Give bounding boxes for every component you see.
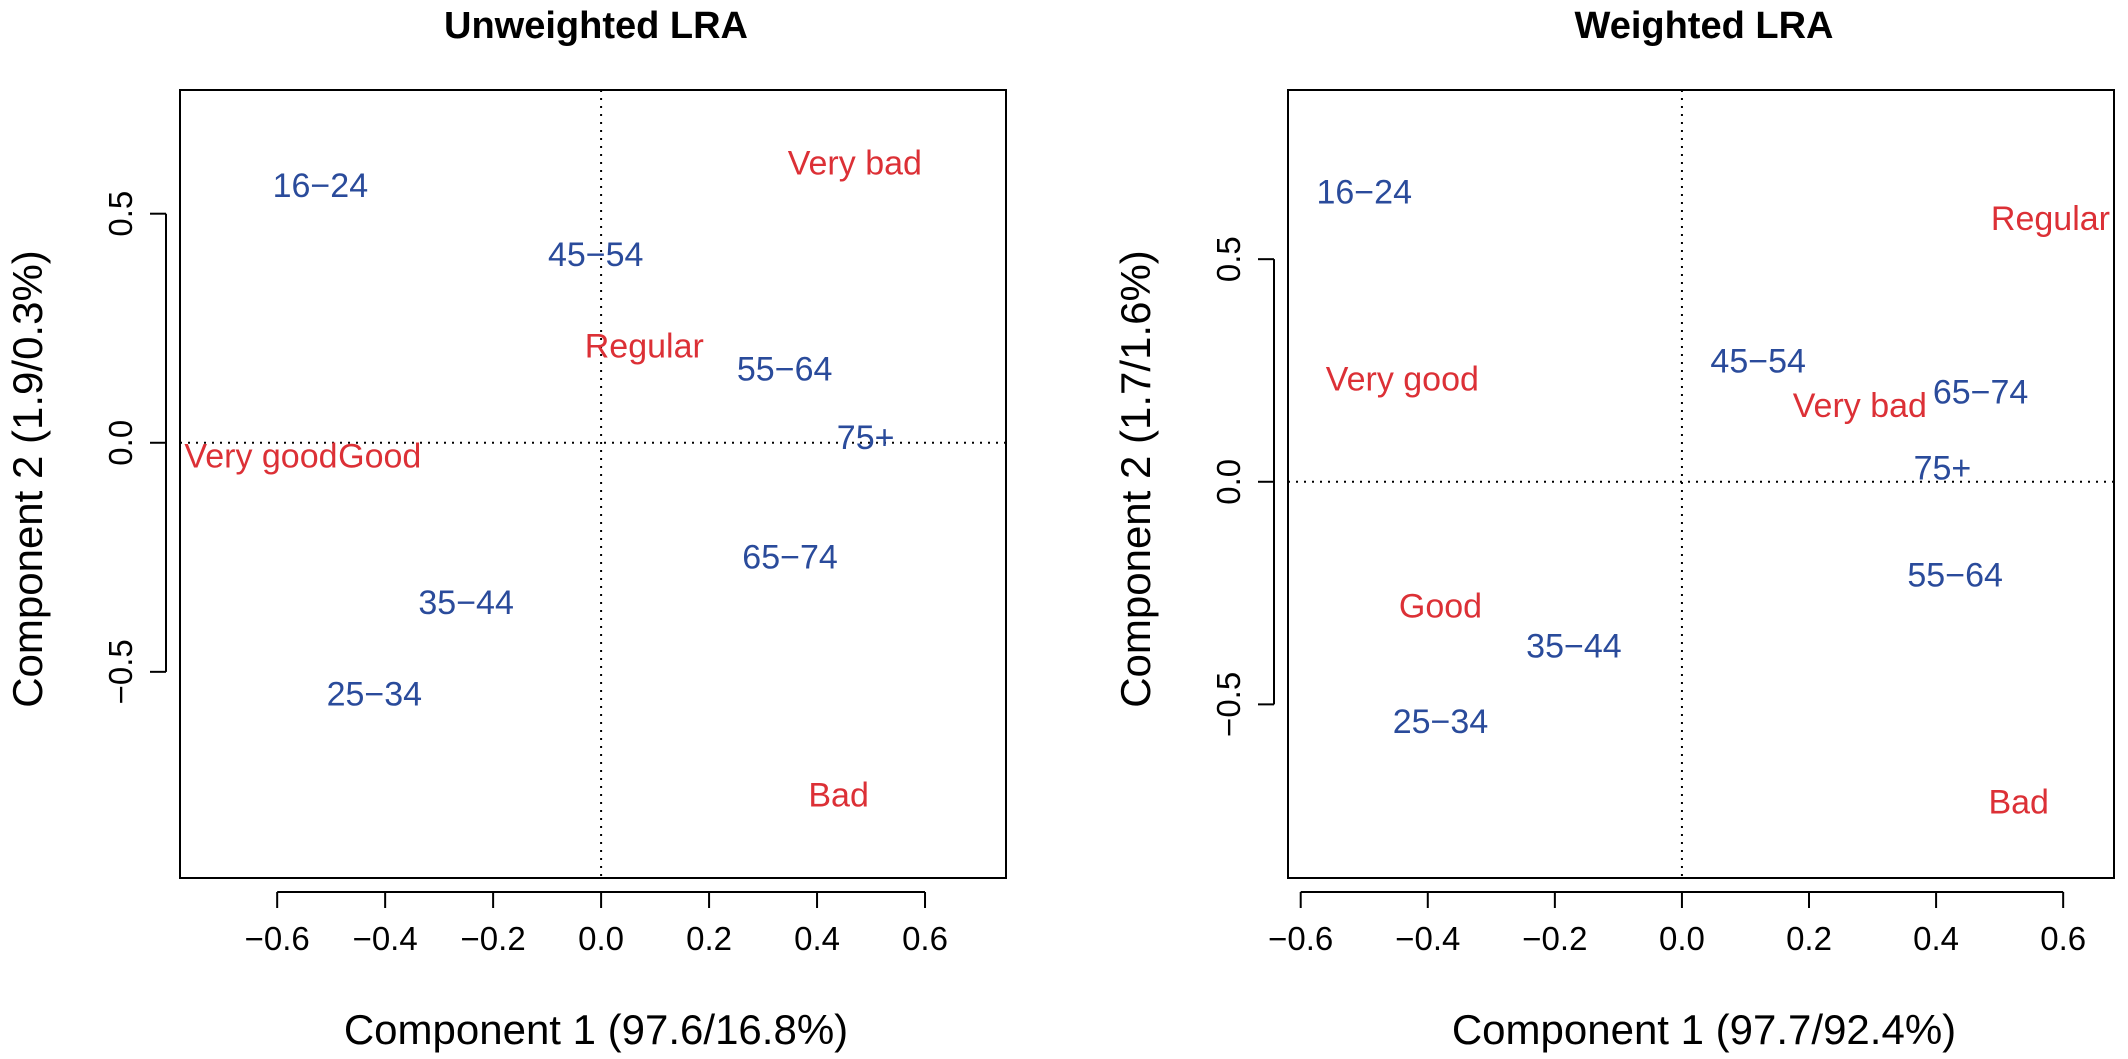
age-group-point-label: 75+ xyxy=(837,419,895,457)
health-category-point-label: Good xyxy=(1399,587,1482,625)
x-tick-label: −0.4 xyxy=(1395,920,1460,957)
panel-unweighted-lra: Unweighted LRA Component 1 (97.6/16.8%) … xyxy=(4,5,1007,1053)
y-axis-label: Component 2 (1.9/0.3%) xyxy=(4,250,51,708)
age-group-point-label: 35−44 xyxy=(418,584,514,622)
age-group-point-label: 55−64 xyxy=(737,350,833,388)
age-group-point-label: 35−44 xyxy=(1526,627,1622,665)
y-tick-label: 0.0 xyxy=(102,420,139,466)
health-category-point-label: Good xyxy=(338,438,421,476)
x-tick-label: 0.0 xyxy=(1659,920,1705,957)
age-group-point-label: 45−54 xyxy=(1710,343,1806,381)
y-tick-label: −0.5 xyxy=(102,639,139,704)
age-group-point-label: 16−24 xyxy=(1316,173,1412,211)
x-tick-label: −0.2 xyxy=(461,920,526,957)
age-group-point-label: 65−74 xyxy=(1933,374,2029,412)
age-group-point-label: 55−64 xyxy=(1907,556,2003,594)
x-tick-label: 0.6 xyxy=(2040,920,2086,957)
age-group-point-label: 45−54 xyxy=(548,236,644,274)
age-group-point-label: 75+ xyxy=(1914,449,1972,487)
age-group-point-label: 16−24 xyxy=(273,167,369,205)
x-tick-label: 0.6 xyxy=(902,920,948,957)
y-tick-label: 0.5 xyxy=(102,191,139,237)
age-group-point-label: 25−34 xyxy=(327,676,423,714)
panel-title: Unweighted LRA xyxy=(444,5,748,47)
x-axis-label: Component 1 (97.6/16.8%) xyxy=(344,1006,848,1053)
plot-frame xyxy=(1287,89,2115,879)
health-category-point-label: Regular xyxy=(1991,200,2110,238)
health-category-point-label: Bad xyxy=(808,777,869,815)
x-tick-label: 0.2 xyxy=(1786,920,1832,957)
health-category-point-label: Very bad xyxy=(1793,387,1927,425)
age-group-point-label: 65−74 xyxy=(742,538,838,576)
health-category-point-label: Bad xyxy=(1988,783,2049,821)
x-tick-label: 0.4 xyxy=(794,920,840,957)
plot-frame xyxy=(179,89,1007,879)
y-tick-label: 0.5 xyxy=(1210,236,1247,282)
age-group-point-label: 25−34 xyxy=(1393,703,1489,741)
x-tick-label: 0.0 xyxy=(578,920,624,957)
x-tick-label: 0.2 xyxy=(686,920,732,957)
health-category-point-label: Regular xyxy=(585,328,704,366)
x-tick-label: −0.4 xyxy=(353,920,418,957)
x-tick-label: −0.6 xyxy=(245,920,310,957)
x-tick-label: 0.4 xyxy=(1913,920,1959,957)
y-axis-label: Component 2 (1.7/1.6%) xyxy=(1112,250,1159,708)
health-category-point-label: Very bad xyxy=(788,144,922,182)
plot-area: −0.6 −0.4 −0.2 0.0 0.2 0.4 0.6 −0.5 0.0 0.5 16−24 4… xyxy=(1210,89,2115,957)
y-tick-label: −0.5 xyxy=(1210,672,1247,737)
health-category-point-label: Very good xyxy=(1326,360,1479,398)
panel-weighted-lra: Weighted LRA Component 1 (97.7/92.4%) Co… xyxy=(1112,5,2115,1053)
x-axis-label: Component 1 (97.7/92.4%) xyxy=(1452,1006,1956,1053)
panel-title: Weighted LRA xyxy=(1575,5,1834,47)
x-tick-label: −0.2 xyxy=(1522,920,1587,957)
plot-area: −0.6 −0.4 −0.2 0.0 0.2 0.4 0.6 −0.5 0.0 0.5 16−24 4… xyxy=(102,89,1007,957)
x-tick-label: −0.6 xyxy=(1268,920,1333,957)
health-category-point-label: Very good xyxy=(184,438,337,476)
y-tick-label: 0.0 xyxy=(1210,459,1247,505)
